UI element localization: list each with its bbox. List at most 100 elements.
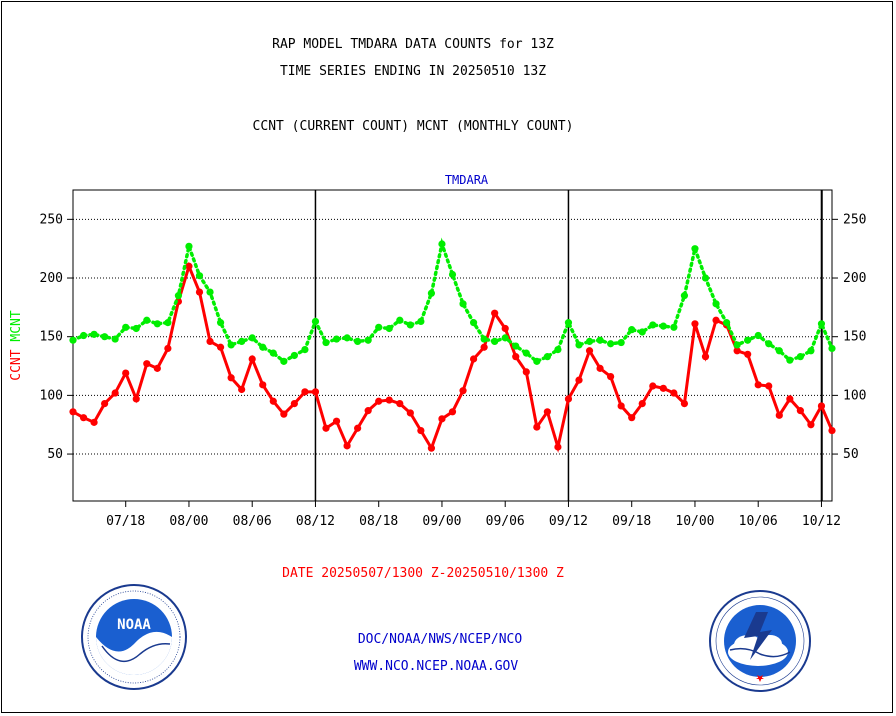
data-point-mcnt bbox=[744, 336, 752, 344]
data-point-mcnt bbox=[522, 349, 530, 357]
data-point-ccnt bbox=[396, 399, 404, 408]
data-point-mcnt bbox=[122, 323, 130, 331]
data-point-ccnt bbox=[185, 262, 193, 270]
data-point-mcnt bbox=[195, 272, 204, 280]
data-point-ccnt bbox=[90, 418, 98, 426]
data-point-mcnt bbox=[765, 340, 773, 348]
y-axis-label: CCNT MCNT bbox=[9, 310, 24, 381]
data-point-ccnt bbox=[765, 382, 773, 390]
data-point-mcnt bbox=[111, 335, 119, 343]
data-point-ccnt bbox=[712, 316, 720, 324]
data-point-mcnt bbox=[364, 336, 372, 344]
data-point-mcnt bbox=[807, 347, 815, 355]
data-point-ccnt bbox=[79, 414, 88, 422]
data-point-ccnt bbox=[280, 410, 288, 418]
data-point-ccnt bbox=[385, 396, 393, 404]
nws-logo[interactable] bbox=[706, 590, 816, 700]
data-point-ccnt bbox=[628, 414, 636, 422]
data-point-ccnt bbox=[680, 399, 689, 408]
data-point-mcnt bbox=[617, 338, 625, 347]
data-point-mcnt bbox=[564, 319, 573, 327]
data-point-ccnt bbox=[195, 288, 204, 296]
data-point-mcnt bbox=[786, 356, 794, 364]
data-point-ccnt bbox=[227, 374, 235, 382]
data-point-mcnt bbox=[427, 289, 436, 297]
data-point-ccnt bbox=[153, 364, 161, 372]
data-point-ccnt bbox=[101, 399, 109, 408]
data-point-mcnt bbox=[670, 323, 678, 331]
data-point-ccnt bbox=[522, 368, 530, 376]
data-point-mcnt bbox=[101, 333, 109, 341]
x-tick-label: 07/18 bbox=[106, 514, 145, 529]
data-point-ccnt bbox=[691, 320, 699, 328]
data-point-ccnt bbox=[375, 397, 383, 405]
data-point-ccnt bbox=[417, 426, 425, 435]
org-path-link[interactable]: DOC/NOAA/NWS/NCEP/NCO bbox=[357, 632, 523, 647]
data-point-mcnt bbox=[628, 326, 636, 334]
x-tick-label: 08/12 bbox=[296, 514, 335, 529]
data-point-ccnt bbox=[596, 364, 604, 372]
data-point-mcnt bbox=[185, 242, 193, 250]
data-point-mcnt bbox=[775, 347, 783, 355]
data-point-mcnt bbox=[406, 321, 414, 329]
y-tick-label-left: 200 bbox=[40, 271, 63, 286]
data-point-mcnt bbox=[259, 343, 267, 351]
data-point-ccnt bbox=[638, 399, 646, 408]
data-point-mcnt bbox=[691, 245, 699, 253]
data-point-mcnt bbox=[817, 320, 826, 328]
x-tick-label: 08/00 bbox=[169, 514, 208, 529]
data-point-mcnt bbox=[533, 357, 541, 365]
title-line-2: TIME SERIES ENDING IN 20250510 13Z bbox=[279, 64, 547, 79]
data-point-mcnt bbox=[607, 340, 615, 348]
title-line-3: CCNT (CURRENT COUNT) MCNT (MONTHLY COUNT… bbox=[252, 119, 574, 134]
data-point-mcnt bbox=[733, 341, 741, 349]
data-point-ccnt bbox=[828, 426, 836, 435]
noaa-logo-text: NOAA bbox=[117, 617, 151, 633]
y-tick-label-right: 50 bbox=[843, 447, 859, 462]
website-link[interactable]: WWW.NCO.NCEP.NOAA.GOV bbox=[353, 659, 519, 674]
data-point-ccnt bbox=[438, 415, 446, 423]
data-point-ccnt bbox=[164, 344, 172, 353]
data-point-ccnt bbox=[132, 395, 140, 403]
data-point-mcnt bbox=[659, 322, 667, 330]
x-tick-label: 08/18 bbox=[359, 514, 398, 529]
data-point-ccnt bbox=[512, 353, 520, 361]
data-point-mcnt bbox=[491, 337, 499, 345]
data-point-ccnt bbox=[564, 395, 573, 403]
series-line-ccnt bbox=[72, 261, 834, 453]
data-point-ccnt bbox=[143, 360, 151, 368]
data-point-mcnt bbox=[480, 335, 488, 343]
data-point-mcnt bbox=[216, 319, 225, 327]
x-tick-label: 09/18 bbox=[612, 514, 651, 529]
x-tick-label: 09/12 bbox=[549, 514, 588, 529]
data-point-ccnt bbox=[238, 385, 246, 394]
data-point-ccnt bbox=[733, 347, 741, 355]
data-point-ccnt bbox=[575, 376, 583, 384]
data-point-ccnt bbox=[448, 408, 457, 416]
data-point-ccnt bbox=[322, 424, 330, 432]
data-point-ccnt bbox=[354, 424, 362, 432]
data-point-ccnt bbox=[607, 373, 615, 381]
data-point-mcnt bbox=[238, 337, 246, 345]
data-point-mcnt bbox=[322, 338, 330, 347]
data-point-ccnt bbox=[554, 443, 562, 451]
x-tick-label: 08/06 bbox=[233, 514, 272, 529]
data-point-ccnt bbox=[786, 395, 794, 403]
data-point-ccnt bbox=[659, 384, 667, 392]
data-point-mcnt bbox=[701, 274, 710, 282]
data-point-mcnt bbox=[448, 270, 457, 279]
y-tick-label-left: 100 bbox=[40, 388, 63, 403]
data-point-ccnt bbox=[259, 381, 267, 389]
data-point-mcnt bbox=[280, 357, 288, 365]
data-point-ccnt bbox=[670, 389, 678, 397]
date-range-label: DATE 20250507/1300 Z-20250510/1300 Z bbox=[282, 566, 564, 581]
noaa-logo[interactable]: NOAA bbox=[80, 584, 190, 694]
data-point-ccnt bbox=[585, 347, 594, 355]
data-point-mcnt bbox=[132, 324, 140, 333]
data-point-ccnt bbox=[69, 408, 77, 416]
data-point-mcnt bbox=[438, 240, 446, 248]
data-point-ccnt bbox=[617, 402, 625, 410]
data-point-ccnt bbox=[343, 442, 351, 450]
data-point-mcnt bbox=[354, 337, 362, 345]
data-point-ccnt bbox=[301, 388, 309, 396]
